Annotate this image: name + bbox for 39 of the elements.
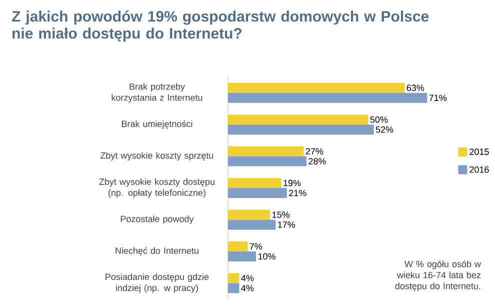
y-tick-label: Brak potrzeby korzystania z Internetu	[112, 83, 202, 103]
y-tick-label: Posiadanie dostępu gdzie indziej (np. w pracy)	[106, 273, 209, 293]
data-label: 4%	[241, 274, 254, 282]
y-tick-label: Pozostałe powody	[120, 216, 194, 224]
data-label: 27%	[306, 148, 324, 154]
data-label: 7%	[250, 243, 262, 250]
data-label: 63%	[406, 84, 424, 92]
y-tick-label: Niechęć do Internetu	[116, 247, 198, 256]
bar	[228, 82, 405, 93]
data-label: 10%	[258, 253, 276, 260]
bar	[228, 241, 248, 252]
bar	[228, 273, 240, 284]
bar	[228, 156, 307, 166]
data-label: 71%	[429, 94, 447, 101]
data-label: 15%	[272, 212, 290, 218]
bar	[228, 283, 240, 294]
data-label: 52%	[376, 126, 394, 133]
y-tick-label: Zbyt wysokie koszty dostępu (np. opłaty telefoniczne)	[99, 178, 214, 198]
y-tick-label: Brak umiejętności	[122, 120, 192, 129]
bar	[228, 210, 270, 220]
data-label: 50%	[370, 116, 388, 123]
data-label: 17%	[278, 222, 296, 228]
bar	[228, 188, 287, 198]
bar	[228, 92, 428, 103]
bar	[228, 146, 304, 156]
bar	[228, 251, 256, 262]
data-label: 4%	[241, 284, 254, 292]
bar	[228, 124, 374, 135]
bar	[228, 114, 368, 125]
bar	[228, 178, 282, 188]
y-tick-label: Zbyt wysokie koszty sprzętu	[100, 152, 214, 160]
annotation: W % ogółu osób w wieku 16-74 lata bez dostępu do Internetu.	[395, 260, 481, 292]
data-label: 21%	[289, 190, 306, 196]
data-label: 19%	[284, 180, 301, 186]
legend-label: 2015	[470, 148, 489, 155]
legend-label: 2016	[470, 166, 489, 173]
data-label: 28%	[308, 158, 326, 164]
chart-title: Z jakich powodów 19% gospodarstw domowych w Polsce nie miało dostępu do Internetu?	[12, 10, 429, 42]
bar	[228, 220, 276, 230]
